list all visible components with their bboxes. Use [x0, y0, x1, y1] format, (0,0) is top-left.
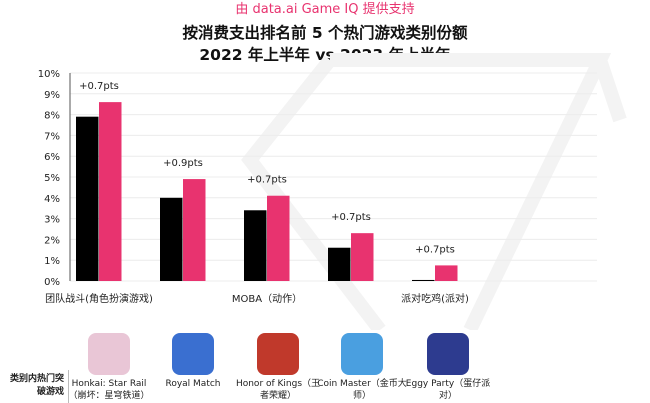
y-tick-label: 4%: [44, 194, 60, 205]
delta-annotation: +0.7pts: [415, 244, 455, 255]
game-name: Royal Match: [165, 379, 221, 389]
delta-annotation: +0.7pts: [247, 175, 287, 186]
game-icon: [427, 333, 469, 375]
bar: [435, 265, 458, 281]
game-icon: [172, 333, 214, 375]
credit: 由 data.ai Game IQ 提供支持: [235, 2, 415, 17]
category-label: 派对吃鸡(派对): [401, 292, 469, 305]
game-name: Honkai: Star Rail（崩坏：星穹铁道）: [68, 379, 150, 401]
bar: [99, 102, 122, 282]
bar: [183, 179, 206, 281]
breakout-label: 类别内热门突破游戏: [9, 374, 64, 397]
game-icon: [88, 333, 130, 375]
bar: [76, 116, 99, 282]
game-name: Honor of Kings（王者荣耀）: [235, 379, 321, 401]
game-name: Coin Master（金币大师）: [317, 379, 407, 401]
y-tick-label: 6%: [44, 152, 60, 163]
bar: [244, 210, 267, 281]
y-tick-label: 8%: [44, 111, 60, 122]
delta-annotation: +0.7pts: [331, 212, 371, 223]
bar: [160, 197, 183, 281]
bar: [328, 247, 351, 281]
delta-annotation: +0.7pts: [79, 81, 119, 92]
chart-title: 按消费支出排名前 5 个热门游戏类别份额: [182, 24, 468, 42]
y-tick-label: 2%: [44, 235, 60, 246]
y-tick-label: 3%: [44, 215, 60, 226]
bar: [267, 195, 290, 281]
bar: [351, 233, 374, 281]
game-icon: [257, 333, 299, 375]
watermark: [241, 53, 627, 330]
y-tick-label: 7%: [44, 131, 60, 142]
category-label: 团队战斗(角色扮演游戏): [45, 292, 153, 305]
game-icon: [341, 333, 383, 375]
y-tick-label: 5%: [44, 173, 60, 184]
y-tick-label: 9%: [44, 90, 60, 101]
delta-annotation: +0.9pts: [163, 158, 203, 169]
game-name: Eggy Party（蛋仔派对）: [405, 379, 491, 401]
y-tick-label: 10%: [38, 69, 60, 80]
bar-chart: 0% 1% 2% 3% 4% 5% 6% 7% 8% 9% 10% +0.7pts +0.9pts +0.…: [38, 53, 627, 330]
y-tick-label: 0%: [44, 277, 60, 288]
bar: [412, 279, 435, 281]
y-tick-label: 1%: [44, 256, 60, 267]
divider: [68, 370, 69, 403]
category-label: MOBA（动作）: [232, 293, 302, 305]
